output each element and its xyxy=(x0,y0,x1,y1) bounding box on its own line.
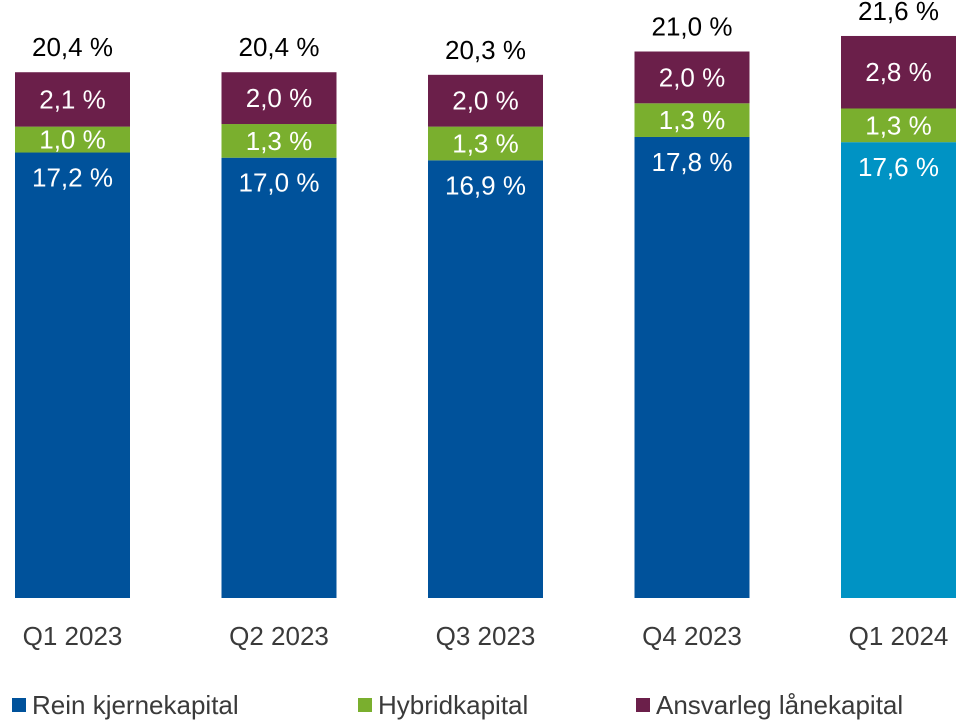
total-label-q4-2023: 21,0 % xyxy=(652,12,733,42)
value-label-hybridkapital-q1-2023: 1,0 % xyxy=(39,125,106,155)
bar-hybridkapital-q1-2023 xyxy=(15,126,130,153)
legend-item-ansvarleg-lanekapital: Ansvarleg lånekapital xyxy=(636,688,903,722)
value-label-hybridkapital-q3-2023: 1,3 % xyxy=(452,128,519,158)
tick-label-q1-2023: Q1 2023 xyxy=(23,621,123,651)
bar-hybridkapital-q4-2023 xyxy=(634,103,750,137)
value-label-ansvarleg-lanekapital-q1-2023: 2,1 % xyxy=(39,84,106,114)
legend: Rein kjernekapital Hybridkapital Ansvarl… xyxy=(0,688,963,722)
bar-hybridkapital-q3-2023 xyxy=(428,126,543,161)
value-label-ansvarleg-lanekapital-q4-2023: 2,0 % xyxy=(659,62,726,92)
value-label-ansvarleg-lanekapital-q2-2023: 2,0 % xyxy=(246,83,313,113)
legend-item-hybridkapital: Hybridkapital xyxy=(358,688,528,722)
bar-ansvarleg-lanekapital-q1-2023 xyxy=(15,72,130,127)
tick-label-q1-2024: Q1 2024 xyxy=(849,621,949,651)
value-label-hybridkapital-q1-2024: 1,3 % xyxy=(865,110,932,140)
legend-label-rein-kjernekapital: Rein kjernekapital xyxy=(32,689,239,720)
value-label-hybridkapital-q4-2023: 1,3 % xyxy=(659,105,726,135)
bar-ansvarleg-lanekapital-q3-2023 xyxy=(428,74,543,127)
bar-rein-kjernekapital-q1-2024 xyxy=(841,142,956,598)
legend-label-hybridkapital: Hybridkapital xyxy=(378,689,529,720)
bar-rein-kjernekapital-q2-2023 xyxy=(221,157,337,598)
bar-ansvarleg-lanekapital-q2-2023 xyxy=(221,72,337,125)
x-axis-ticks: Q1 2023 Q2 2023 Q3 2023 Q4 2023 Q1 2024 xyxy=(23,621,949,651)
value-label-rein-kjernekapital-q1-2024: 17,6 % xyxy=(858,152,939,182)
value-label-ansvarleg-lanekapital-q1-2024: 2,8 % xyxy=(865,57,932,87)
labels-layer: 17,2 % 1,0 % 2,1 % 20,4 % 17,0 % 1,3 % 2,0 % 20… xyxy=(32,0,939,200)
tick-label-q4-2023: Q4 2023 xyxy=(642,621,742,651)
legend-swatch-ansvarleg-lanekapital xyxy=(636,698,650,712)
bar-rein-kjernekapital-q4-2023 xyxy=(634,136,750,599)
legend-swatch-hybridkapital xyxy=(358,698,372,712)
bar-rein-kjernekapital-q3-2023 xyxy=(428,160,543,599)
total-label-q3-2023: 20,3 % xyxy=(445,35,526,65)
tick-label-q3-2023: Q3 2023 xyxy=(436,621,536,651)
legend-item-rein-kjernekapital: Rein kjernekapital xyxy=(12,688,239,722)
bars-layer xyxy=(15,35,956,599)
value-label-ansvarleg-lanekapital-q3-2023: 2,0 % xyxy=(452,86,519,116)
legend-label-ansvarleg-lanekapital: Ansvarleg lånekapital xyxy=(656,689,904,720)
total-label-q2-2023: 20,4 % xyxy=(239,32,320,62)
bar-rein-kjernekapital-q1-2023 xyxy=(15,152,130,598)
value-label-hybridkapital-q2-2023: 1,3 % xyxy=(246,126,313,156)
total-label-q1-2023: 20,4 % xyxy=(32,32,113,62)
value-label-rein-kjernekapital-q3-2023: 16,9 % xyxy=(445,170,526,200)
bar-ansvarleg-lanekapital-q4-2023 xyxy=(634,51,750,104)
bar-hybridkapital-q2-2023 xyxy=(221,124,337,158)
bar-hybridkapital-q1-2024 xyxy=(841,108,956,143)
bar-ansvarleg-lanekapital-q1-2024 xyxy=(841,35,956,109)
tick-label-q2-2023: Q2 2023 xyxy=(229,621,329,651)
value-label-rein-kjernekapital-q1-2023: 17,2 % xyxy=(32,163,113,193)
total-label-q1-2024: 21,6 % xyxy=(858,0,939,26)
value-label-rein-kjernekapital-q4-2023: 17,8 % xyxy=(652,147,733,177)
legend-swatch-rein-kjernekapital xyxy=(12,698,26,712)
value-label-rein-kjernekapital-q2-2023: 17,0 % xyxy=(239,168,320,198)
